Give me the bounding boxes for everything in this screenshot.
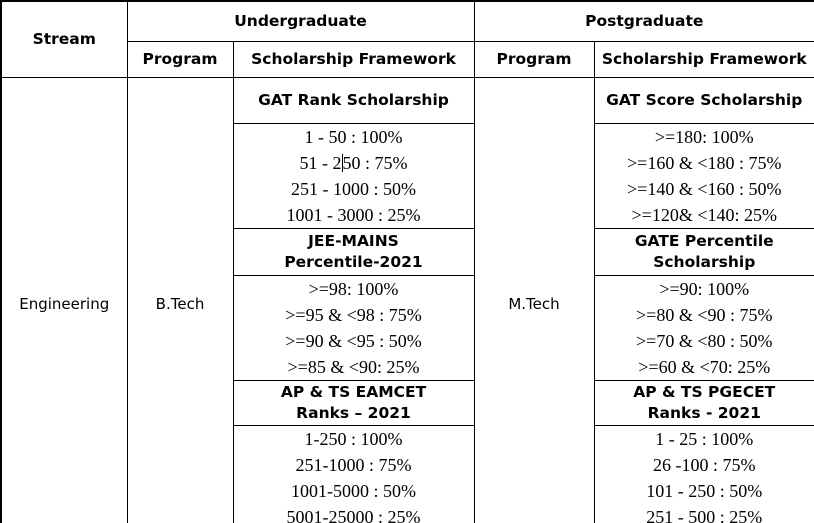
framework-value-line: >=85 & <90: 25% xyxy=(287,356,420,377)
pg-framework-header: Scholarship Framework xyxy=(593,40,814,78)
ug-gat-rank-title-cell: GAT Rank Scholarship xyxy=(232,76,475,124)
title-line: AP & TS PGECET xyxy=(633,382,776,401)
title-line: GAT Rank Scholarship xyxy=(258,90,449,109)
framework-value-line: 1 - 50 : 100% xyxy=(304,126,403,147)
title-line: GAT Score Scholarship xyxy=(606,90,803,109)
title-line: JEE-MAINS xyxy=(308,231,399,250)
row-section1-title: Engineering B.Tech GAT Rank Scholarship … xyxy=(0,76,814,523)
framework-value-line: >=60 & <70: 25% xyxy=(638,356,771,377)
title-line: GATE Percentile xyxy=(634,231,774,250)
text-after-cursor: 50 : 75% xyxy=(342,152,408,173)
framework-value-line: >=95 & <98 : 75% xyxy=(285,304,422,325)
title-line: Ranks – 2021 xyxy=(296,403,411,422)
ug-program-cell: B.Tech xyxy=(126,76,234,523)
title-line: Percentile-2021 xyxy=(284,252,423,271)
header-row-groups: Stream Undergraduate Postgraduate xyxy=(0,0,814,78)
framework-value-line: 5001-25000 : 25% xyxy=(286,506,421,523)
ug-gat-rank-values-cell: 1 - 50 : 100% 51 - 250 : 75% 251 - 1000 … xyxy=(232,122,475,229)
framework-value-line: >=90: 100% xyxy=(659,278,750,299)
framework-value-line: 251 - 1000 : 50% xyxy=(291,178,416,199)
row-section2-title: JEE-MAINS Percentile-2021 GATE Percentil… xyxy=(1,227,814,276)
ug-jee-mains-title-cell: JEE-MAINS Percentile-2021 xyxy=(232,227,475,276)
title-line: AP & TS EAMCET xyxy=(280,382,427,401)
row-section3-values: 1-250 : 100% 251-1000 : 75% 1001-5000 : … xyxy=(1,424,814,523)
header-row-columns: Program Scholarship Framework Program Sc… xyxy=(1,40,814,78)
framework-value-line: >=140 & <160 : 50% xyxy=(627,178,782,199)
pg-program-header: Program xyxy=(473,40,595,78)
framework-value-line: >=98: 100% xyxy=(308,278,399,299)
framework-value-line: >=90 & <95 : 50% xyxy=(285,330,422,351)
pg-pgecet-values-cell: 1 - 25 : 100% 26 -100 : 75% 101 - 250 : … xyxy=(593,424,814,523)
row-section3-title: AP & TS EAMCET Ranks – 2021 AP & TS PGEC… xyxy=(1,379,814,426)
stream-cell: Engineering xyxy=(0,76,128,523)
framework-value-line: 101 - 250 : 50% xyxy=(646,480,763,501)
framework-value-line: >=80 & <90 : 75% xyxy=(636,304,773,325)
framework-value-line: 251 - 500 : 25% xyxy=(646,506,763,523)
framework-value-line: 26 -100 : 75% xyxy=(653,454,756,475)
framework-value-line: 1001-5000 : 50% xyxy=(291,480,416,501)
text-before-cursor: 51 - 2 xyxy=(299,152,342,173)
undergraduate-group-header: Undergraduate xyxy=(126,0,475,42)
framework-value-line: 1-250 : 100% xyxy=(304,428,403,449)
row-section1-values: 1 - 50 : 100% 51 - 250 : 75% 251 - 1000 … xyxy=(1,122,814,229)
framework-value-line: 251-1000 : 75% xyxy=(295,454,412,475)
title-line: Scholarship xyxy=(653,252,756,271)
pg-gat-score-values-cell: >=180: 100% >=160 & <180 : 75% >=140 & <… xyxy=(593,122,814,229)
framework-value-line: 1001 - 3000 : 25% xyxy=(286,204,421,225)
ug-program-header: Program xyxy=(126,40,234,78)
title-line: Ranks - 2021 xyxy=(647,403,761,422)
pg-gate-percentile-title-cell: GATE Percentile Scholarship xyxy=(593,227,814,276)
postgraduate-group-header: Postgraduate xyxy=(473,0,814,42)
ug-eamcet-title-cell: AP & TS EAMCET Ranks – 2021 xyxy=(232,379,475,426)
framework-value-line: >=160 & <180 : 75% xyxy=(627,152,782,173)
framework-value-line: >=120& <140: 25% xyxy=(631,204,777,225)
framework-value-line: >=180: 100% xyxy=(654,126,754,147)
stream-header-cell: Stream xyxy=(0,0,128,78)
framework-value-line: 1 - 25 : 100% xyxy=(655,428,754,449)
ug-framework-header: Scholarship Framework xyxy=(232,40,475,78)
ug-eamcet-values-cell: 1-250 : 100% 251-1000 : 75% 1001-5000 : … xyxy=(232,424,475,523)
framework-value-line-with-cursor[interactable]: 51 - 250 : 75% xyxy=(234,150,473,176)
pg-gat-score-title-cell: GAT Score Scholarship xyxy=(593,76,814,124)
pg-gate-percentile-values-cell: >=90: 100% >=80 & <90 : 75% >=70 & <80 :… xyxy=(593,274,814,381)
pg-pgecet-title-cell: AP & TS PGECET Ranks - 2021 xyxy=(593,379,814,426)
pg-program-cell: M.Tech xyxy=(473,76,595,523)
text-cursor xyxy=(341,153,343,172)
ug-jee-mains-values-cell: >=98: 100% >=95 & <98 : 75% >=90 & <95 :… xyxy=(232,274,475,381)
framework-value-line: >=70 & <80 : 50% xyxy=(636,330,773,351)
row-section2-values: >=98: 100% >=95 & <98 : 75% >=90 & <95 :… xyxy=(1,274,814,381)
